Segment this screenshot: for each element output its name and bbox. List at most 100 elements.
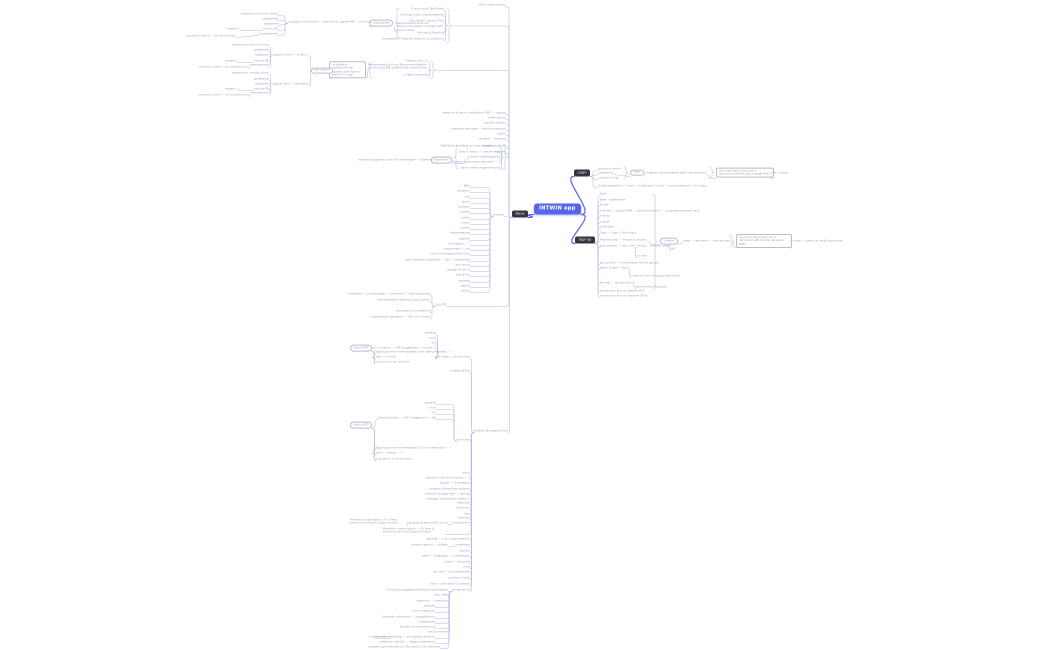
topic-node[interactable]: download — (структура) — (кнопки) — авто… xyxy=(347,290,430,295)
topic-node[interactable]: доп photo — (заполнить после goals) xyxy=(600,260,659,265)
topic-node[interactable]: нет Course xyxy=(771,169,788,174)
topic-node[interactable]: группы (закрытые) — (вход) xyxy=(424,491,470,496)
topic-node[interactable]: тексты № xyxy=(262,26,278,31)
topic-node[interactable]: (более на статистику) xyxy=(399,624,435,629)
topic-node[interactable]: (сколько) и на сколько xyxy=(376,456,413,461)
topic-node[interactable]: сколько (итог) — (не по интер.) xyxy=(185,33,236,38)
topic-node[interactable]: город xyxy=(600,213,610,218)
topic-node[interactable]: в подписке xyxy=(452,520,470,525)
topic-node[interactable]: login — автозап — (после них) xyxy=(683,238,731,243)
topic-node[interactable]: дизайнер xyxy=(253,47,269,52)
topic-node[interactable]: сделать как все группы — ? xyxy=(425,475,470,480)
pill-login[interactable]: login xyxy=(630,169,644,176)
topic-node[interactable]: наполнение xyxy=(249,90,269,95)
pill-confirm[interactable]: confirm xyxy=(660,237,678,245)
topic-node[interactable]: тексты № xyxy=(253,57,269,62)
topic-node[interactable]: loyalty system xyxy=(484,120,506,125)
topic-node[interactable]: Имя xyxy=(463,183,470,188)
topic-node[interactable]: книги xyxy=(460,225,470,230)
topic-node[interactable]: для — (read) — ? xyxy=(376,450,403,455)
topic-node[interactable]: Manual & Routine xyxy=(417,30,444,35)
topic-node[interactable]: keystore package — (всё локально) xyxy=(451,125,506,130)
topic-node[interactable]: тексты № xyxy=(253,86,269,91)
topic-node[interactable]: username xyxy=(598,170,613,175)
topic-node[interactable]: план — (journal) xyxy=(444,558,470,563)
topic-node[interactable]: дизайнер xyxy=(253,75,269,80)
topic-node[interactable]: что отправить xyxy=(412,608,435,613)
topic-node[interactable]: Gender — toggle МЖ — (для functions) — (… xyxy=(600,207,700,212)
topic-node[interactable]: Premium subscription +/- (Free premium a… xyxy=(350,517,399,525)
topic-node[interactable]: (всё им standing) — (по going random) xyxy=(375,634,435,639)
topic-node[interactable]: Email xyxy=(600,202,609,207)
topic-node[interactable]: открыть приложение with new borders xyxy=(645,169,706,174)
topic-node[interactable]: target program xyxy=(483,142,506,147)
topic-node[interactable]: возможно все на экране (ИТУ) xyxy=(600,293,648,298)
topic-node[interactable]: текст & фото — GIF Suggestion — (опыт ?) xyxy=(369,345,436,350)
topic-node[interactable]: (всё конец больше) xyxy=(636,284,667,289)
topic-node[interactable]: Finding (new) соревнование xyxy=(400,12,444,17)
topic-node[interactable]: notifications xyxy=(487,115,506,120)
topic-node[interactable]: Personalized & Good Recommendation (upda… xyxy=(397,20,444,32)
topic-node[interactable]: фото xyxy=(462,199,470,204)
topic-node[interactable]: как — (слои) xyxy=(376,354,397,359)
topic-node[interactable]: read xyxy=(463,564,470,569)
topic-node[interactable]: в settings xyxy=(455,542,470,547)
topic-node[interactable]: calendar — (пакеты) xyxy=(416,597,448,602)
topic-node[interactable]: подписать писать боты xyxy=(240,10,278,15)
branch-bazy[interactable]: Базы xyxy=(512,210,528,218)
topic-node[interactable]: будет — 6 вкладок xyxy=(439,480,470,485)
topic-node[interactable]: фото & tips — вкус xyxy=(600,265,630,270)
topic-node[interactable]: lists xyxy=(464,510,470,515)
topic-node[interactable]: 3-я xyxy=(431,340,436,345)
topic-node[interactable]: для days — (и тексты) xyxy=(434,354,470,359)
topic-node[interactable]: слой xyxy=(428,405,436,410)
topic-node[interactable]: 3-я xyxy=(431,410,436,415)
box-signup-help[interactable]: окно user help Arrow (you're introduced … xyxy=(736,233,792,249)
topic-node[interactable]: все экраны довольны каждый — ? xyxy=(445,159,500,164)
topic-node[interactable]: соцсети и др xyxy=(598,174,619,179)
topic-node[interactable]: calendar xyxy=(456,500,470,505)
topic-node[interactable]: доп фото xyxy=(455,262,470,267)
topic-node[interactable]: (популярные запросы раз в день) xyxy=(376,296,430,301)
topic-node[interactable]: walk — language — (campaign) xyxy=(422,553,470,558)
topic-node[interactable]: шрифт (текст) xyxy=(446,267,470,272)
topic-node[interactable]: видео xyxy=(460,209,470,214)
topic-node[interactable]: Everyone xyxy=(455,505,470,510)
topic-node[interactable]: Phone (код) — forgot & подтв. xyxy=(600,236,647,241)
topic-node[interactable]: Premium subscription — (& free & premium… xyxy=(383,526,435,534)
topic-node[interactable]: возможно все на одном ИТУ xyxy=(600,288,645,293)
topic-node[interactable]: Unclassified Data for feature (Condition… xyxy=(381,36,444,41)
pill-vasco-1[interactable]: Vasco НЛП xyxy=(349,344,372,352)
topic-node[interactable]: website xyxy=(494,149,506,154)
topic-node[interactable]: вчера + xyxy=(225,57,238,62)
topic-node[interactable]: функционал и интерфейс (как для раздела)… xyxy=(376,348,453,353)
topic-node[interactable]: сообщения xyxy=(417,619,435,624)
topic-node[interactable]: SALUTE xyxy=(434,302,446,307)
topic-node[interactable]: birthdate xyxy=(600,224,614,229)
topic-node[interactable]: calendar xyxy=(456,515,470,520)
topic-node[interactable]: Personalized & Good Recommendation (some… xyxy=(368,62,428,70)
topic-node[interactable]: чаты xyxy=(462,470,470,475)
topic-node[interactable]: сколько и на сколько xyxy=(376,359,410,364)
topic-node[interactable]: Набор (что) + xyxy=(406,58,428,63)
topic-node[interactable]: статистика + xyxy=(368,634,390,639)
box-signin-help[interactable]: окно user help Arrow (you're introduced … xyxy=(716,167,774,178)
topic-node[interactable]: Specially education — (доработка) xyxy=(381,613,435,618)
topic-node[interactable]: круг (friends) & photos — like — (featur… xyxy=(404,256,470,261)
topic-node[interactable]: (фон) xyxy=(461,288,470,293)
topic-node[interactable]: Имя xyxy=(600,191,607,196)
topic-node[interactable]: доп вопрос — да / нет xyxy=(600,243,636,248)
topic-node[interactable]: тип фото xyxy=(455,272,470,277)
topic-node[interactable]: напрап (доп blocker) (о По сил) и (По на… xyxy=(368,644,440,649)
topic-node[interactable]: гео xyxy=(464,193,470,198)
topic-node[interactable]: Checking of TextFields xyxy=(410,6,444,11)
topic-node[interactable]: сохранение (раздел) — как это у всех xyxy=(369,313,430,318)
topic-node[interactable]: cache xyxy=(497,131,506,136)
topic-node[interactable]: Type — login / find login xyxy=(600,230,636,235)
topic-node[interactable]: возраст xyxy=(457,188,470,193)
topic-node[interactable]: каналы более без музыки xyxy=(429,485,470,490)
topic-node[interactable]: создать без — (прочего) xyxy=(270,81,309,86)
topic-node[interactable]: как by render xyxy=(427,629,448,634)
topic-node[interactable]: (длинный высокий текст) xyxy=(407,520,448,525)
topic-node[interactable]: на вынести xyxy=(451,587,470,592)
